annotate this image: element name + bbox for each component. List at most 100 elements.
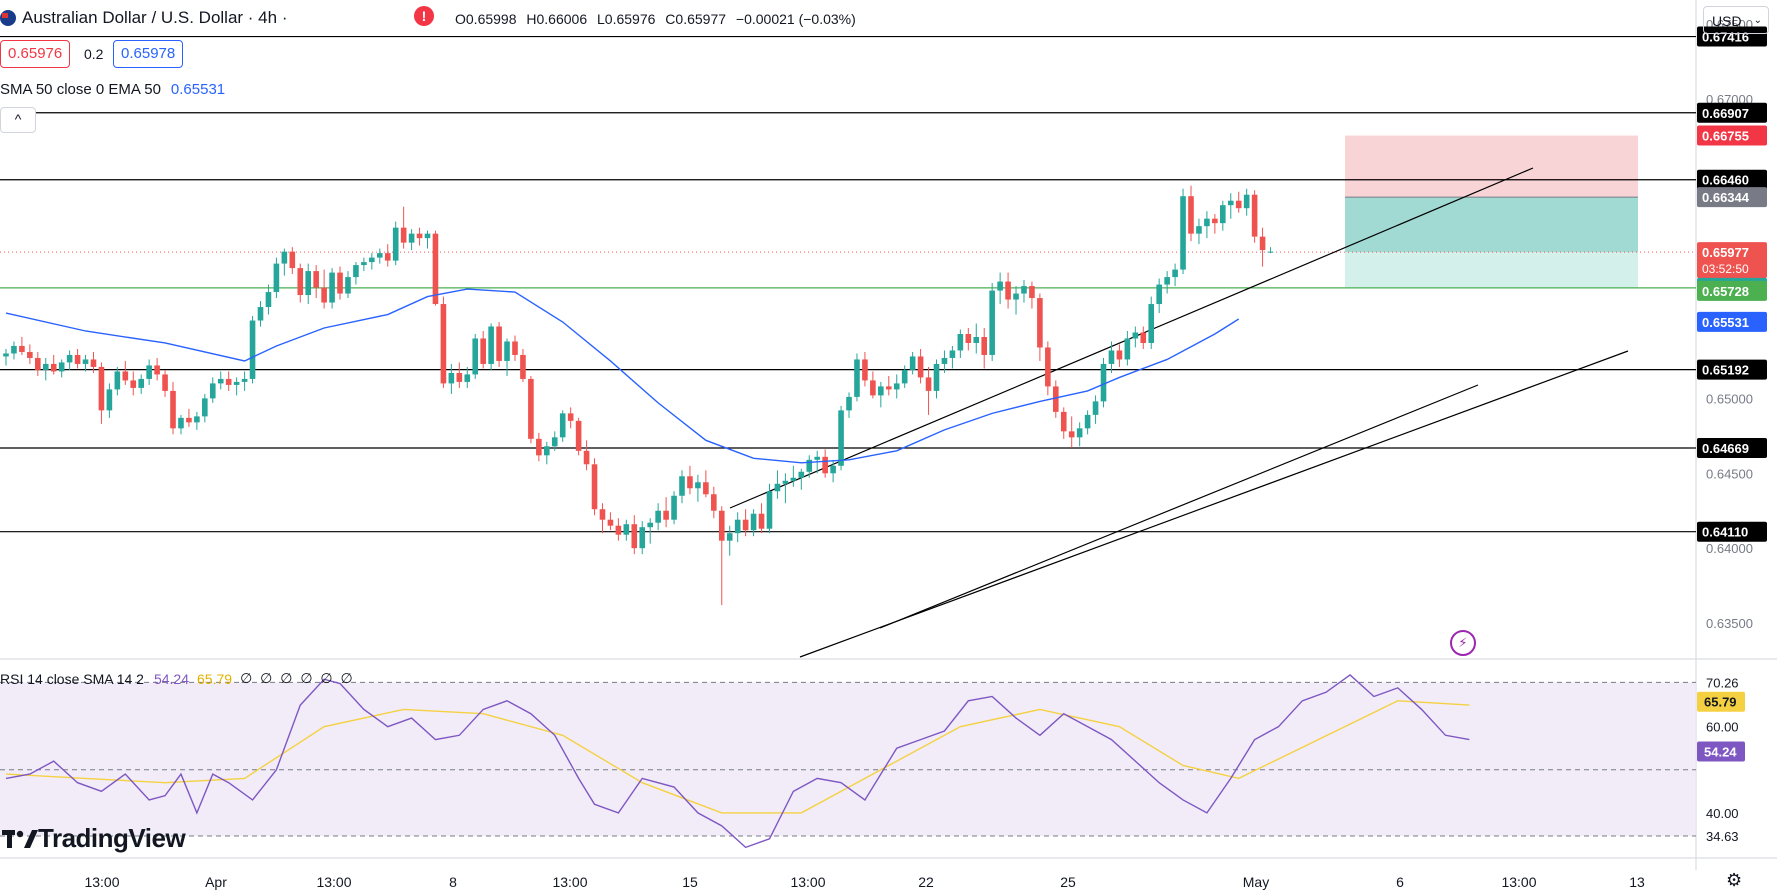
candle-up: [1013, 293, 1019, 300]
candle-down: [822, 456, 828, 474]
candle-down: [297, 268, 304, 296]
candle-down: [575, 420, 582, 451]
candle-up: [726, 533, 733, 541]
candle-up: [178, 417, 184, 429]
time-tick-label: 13:00: [84, 874, 119, 890]
candle-down: [162, 374, 168, 391]
candle-up: [846, 396, 852, 411]
candle-up: [973, 336, 980, 343]
candle-down: [313, 271, 319, 288]
candle-up: [679, 476, 685, 496]
time-tick-label: 13: [1629, 874, 1645, 890]
candle-up: [1132, 332, 1139, 339]
high-value: H0.66006: [526, 11, 588, 27]
aud-usd-flag-icon: [0, 10, 16, 26]
price-tick-label: 0.64500: [1706, 466, 1753, 481]
candle-up: [11, 345, 17, 354]
candle-up: [361, 262, 367, 266]
candle-up: [997, 281, 1003, 291]
rsi-label: RSI 14 close SMA 14 2: [0, 670, 144, 687]
level-price-label: 0.66907: [1702, 106, 1749, 121]
time-tick-label: 15: [682, 874, 698, 890]
channel-lower-line: [799, 350, 1629, 658]
candle-up: [281, 251, 288, 264]
candle-up: [1156, 284, 1162, 305]
symbol-title[interactable]: Australian Dollar / U.S. Dollar · 4h ·: [0, 8, 287, 28]
rsi-tick-label: 34.63: [1706, 829, 1739, 844]
candle-down: [1188, 196, 1194, 234]
candle-down: [758, 513, 765, 529]
candle-up: [551, 437, 558, 447]
candle-up: [194, 416, 200, 423]
level-price-label-bg: [1697, 521, 1767, 542]
profit-zone-filled: [1345, 197, 1638, 253]
candle-down: [1212, 218, 1218, 224]
indicator-legend[interactable]: SMA 50 close 0 EMA 50 0.65531: [0, 81, 225, 98]
candle-up: [1267, 251, 1274, 253]
candle-down: [186, 417, 192, 423]
candle-up: [1076, 428, 1083, 438]
candle-up: [376, 253, 383, 258]
candle-up: [734, 519, 741, 534]
candle-down: [981, 336, 988, 355]
candle-down: [718, 510, 725, 541]
time-tick-label: Apr: [205, 874, 227, 890]
candle-up: [424, 233, 431, 239]
rsi-tick-label: 70.26: [1706, 675, 1739, 690]
level-price-label: 0.65192: [1702, 363, 1749, 378]
candle-up: [1108, 350, 1115, 364]
level-price-label: 0.64669: [1702, 441, 1749, 456]
candle-up: [806, 459, 813, 472]
collapse-legend-button[interactable]: ^: [0, 107, 36, 133]
candle-down: [1251, 194, 1258, 237]
symbol-name: Australian Dollar / U.S. Dollar · 4h ·: [22, 8, 288, 27]
candle-up: [838, 410, 844, 466]
candle-up: [265, 292, 272, 308]
candle-up: [1092, 401, 1099, 415]
candle-down: [1005, 281, 1011, 300]
buy-price-button[interactable]: 0.65978: [113, 40, 184, 68]
rsi-tick-label: 40.00: [1706, 806, 1739, 821]
rsi-legend[interactable]: RSI 14 close SMA 14 2 54.24 65.79 ∅ ∅ ∅ …: [0, 670, 355, 687]
candle-up: [329, 272, 335, 303]
sell-price-button[interactable]: 0.65976: [0, 40, 71, 68]
alert-icon[interactable]: !: [414, 6, 434, 26]
candle-up: [202, 398, 208, 417]
open-value: O0.65998: [455, 11, 517, 27]
candle-up: [750, 513, 757, 531]
change-value: −0.00021 (−0.03%): [735, 11, 856, 27]
entry-price-label: 0.66344: [1702, 190, 1750, 205]
candle-up: [909, 356, 916, 370]
candle-down: [321, 287, 327, 303]
candle-up: [559, 413, 566, 438]
candle-down: [870, 380, 876, 396]
rsi-sma-label-bg: [1697, 691, 1745, 712]
time-tick-label: 22: [918, 874, 934, 890]
candle-down: [154, 365, 160, 375]
tradingview-logo: TradingView: [2, 823, 186, 854]
candle-up: [114, 371, 121, 390]
candle-up: [933, 363, 940, 391]
candle-down: [90, 359, 97, 367]
candle-up: [305, 271, 312, 296]
currency-select[interactable]: USD ⌄: [1703, 6, 1769, 34]
candle-up: [901, 369, 908, 384]
candle-down: [663, 510, 669, 520]
candle-up: [504, 341, 510, 361]
close-value: C0.65977: [665, 11, 727, 27]
candle-down: [536, 438, 542, 456]
brand-name: TradingView: [38, 823, 186, 853]
candle-down: [27, 351, 33, 358]
candle-down: [567, 413, 574, 421]
candle-down: [1140, 332, 1147, 343]
candle-up: [766, 491, 773, 529]
lightning-icon[interactable]: ⚡: [1450, 630, 1476, 656]
gear-icon[interactable]: ⚙: [1726, 870, 1743, 890]
candle-up: [1243, 194, 1250, 209]
time-tick-label: 13:00: [316, 874, 351, 890]
candle-down: [520, 354, 526, 379]
candle-down: [400, 227, 407, 243]
candle-down: [122, 371, 129, 381]
ema-price-label: 0.65531: [1702, 315, 1749, 330]
